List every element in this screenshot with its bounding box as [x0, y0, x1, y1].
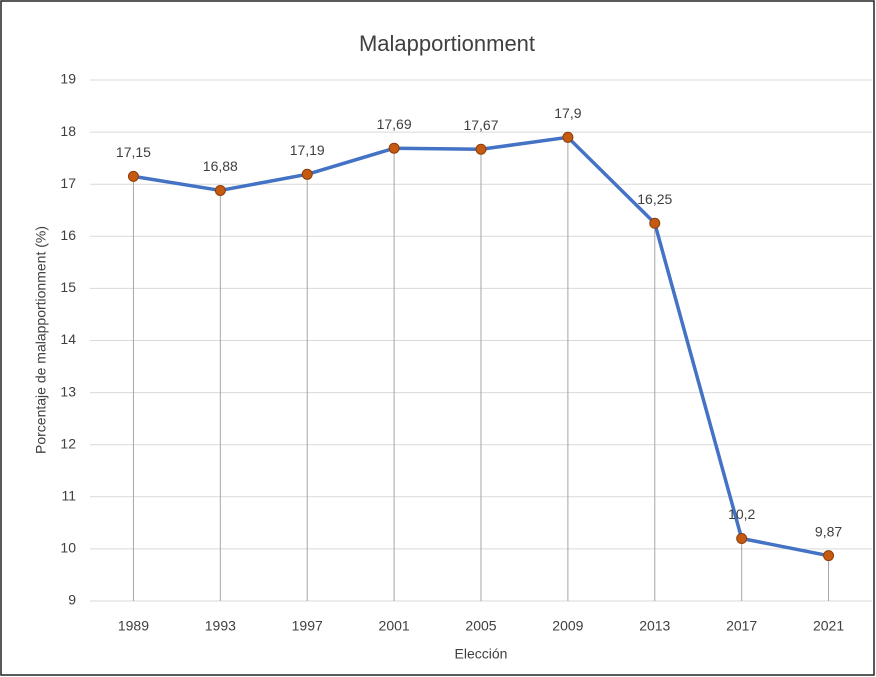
data-point: [388, 142, 400, 154]
data-label: 16,88: [203, 158, 238, 174]
data-point: [214, 184, 226, 196]
x-tick-label: 2017: [726, 618, 757, 634]
x-tick-label: 2013: [639, 618, 670, 634]
y-tick-label: 9: [68, 592, 76, 608]
data-point: [562, 131, 574, 143]
data-label: 17,15: [116, 144, 151, 160]
y-tick-label: 16: [60, 227, 76, 243]
x-tick-label: 2001: [379, 618, 410, 634]
y-tick-label: 12: [60, 435, 76, 451]
y-tick-label: 19: [60, 71, 76, 87]
y-tick-label: 15: [60, 279, 76, 295]
y-axis-label: Porcentaje de malapportionment (%): [33, 226, 49, 454]
data-label: 16,25: [637, 191, 672, 207]
x-tick-label: 2021: [813, 618, 844, 634]
y-tick-label: 17: [60, 175, 76, 191]
data-label: 10,2: [728, 506, 755, 522]
data-point: [649, 217, 661, 229]
data-point: [475, 143, 487, 155]
y-tick-label: 10: [60, 540, 76, 556]
x-tick-label: 2009: [552, 618, 583, 634]
data-label: 17,69: [377, 116, 412, 132]
data-label: 17,67: [463, 117, 498, 133]
x-axis-label: Elección: [455, 646, 508, 662]
data-point: [823, 550, 835, 562]
y-tick-label: 13: [60, 383, 76, 399]
data-label: 17,9: [554, 105, 581, 121]
chart-title: Malapportionment: [359, 31, 535, 56]
data-label: 17,19: [290, 142, 325, 158]
data-point: [301, 168, 313, 180]
y-tick-label: 18: [60, 123, 76, 139]
data-point: [736, 532, 748, 544]
x-tick-label: 1989: [118, 618, 149, 634]
y-tick-label: 11: [61, 488, 76, 504]
x-tick-label: 1993: [205, 618, 236, 634]
x-tick-label: 2005: [465, 618, 496, 634]
data-point: [127, 170, 139, 182]
y-tick-label: 14: [60, 331, 76, 347]
x-tick-label: 1997: [292, 618, 323, 634]
data-label: 9,87: [815, 523, 842, 539]
